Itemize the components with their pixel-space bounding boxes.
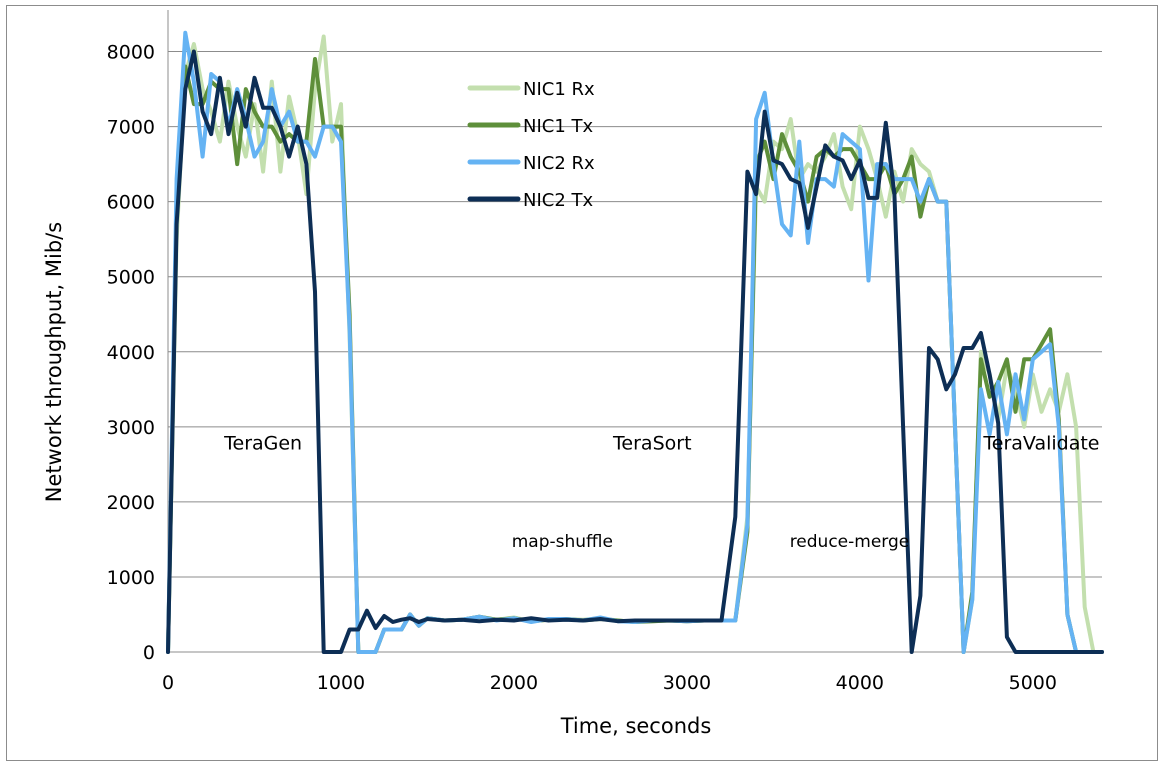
legend-item: NIC1 Tx <box>467 116 594 137</box>
annotations: TeraGen TeraSort TeraValidate map-shuffle re… <box>223 432 1099 552</box>
legend: NIC1 Rx NIC1 Tx NIC2 Rx NIC2 Tx <box>467 79 595 211</box>
x-axis-title: Time, seconds <box>560 714 712 738</box>
y-tick-label: 8000 <box>107 42 155 64</box>
y-tick-label: 6000 <box>107 192 155 214</box>
y-tick-label: 5000 <box>107 267 155 289</box>
legend-label: NIC2 Rx <box>523 153 595 174</box>
series-nic2-tx <box>166 49 1104 654</box>
y-tick-label: 1000 <box>107 567 155 589</box>
legend-label: NIC1 Tx <box>523 116 594 137</box>
annotation-label: map-shuffle <box>512 532 613 552</box>
legend-label: NIC1 Rx <box>523 79 595 100</box>
series-group <box>166 30 1104 654</box>
y-tick-label: 3000 <box>107 417 155 439</box>
x-tick-label: 0 <box>162 672 174 694</box>
y-axis-title: Network throughput, Mib/s <box>42 222 66 502</box>
y-tick-label: 0 <box>143 642 155 664</box>
y-tick-label: 4000 <box>107 342 155 364</box>
x-tick-label: 2000 <box>490 672 538 694</box>
annotation-label: TeraGen <box>223 432 302 454</box>
x-tick-label: 5000 <box>1009 672 1057 694</box>
legend-item: NIC2 Tx <box>467 190 594 211</box>
x-tick-label: 3000 <box>663 672 711 694</box>
legend-label: NIC2 Tx <box>523 190 594 211</box>
y-tick-label: 2000 <box>107 492 155 514</box>
x-tick-label: 1000 <box>317 672 365 694</box>
annotation-label: TeraValidate <box>982 432 1099 454</box>
legend-item: NIC1 Rx <box>467 79 595 100</box>
legend-item: NIC2 Rx <box>467 153 595 174</box>
x-tick-label: 4000 <box>836 672 884 694</box>
annotation-label: reduce-merge <box>790 532 910 552</box>
annotation-label: TeraSort <box>612 432 691 454</box>
y-tick-label: 7000 <box>107 117 155 139</box>
axes: 0 1000 2000 3000 4000 5000 6000 7000 8000 0 1000 20… <box>107 10 1102 694</box>
